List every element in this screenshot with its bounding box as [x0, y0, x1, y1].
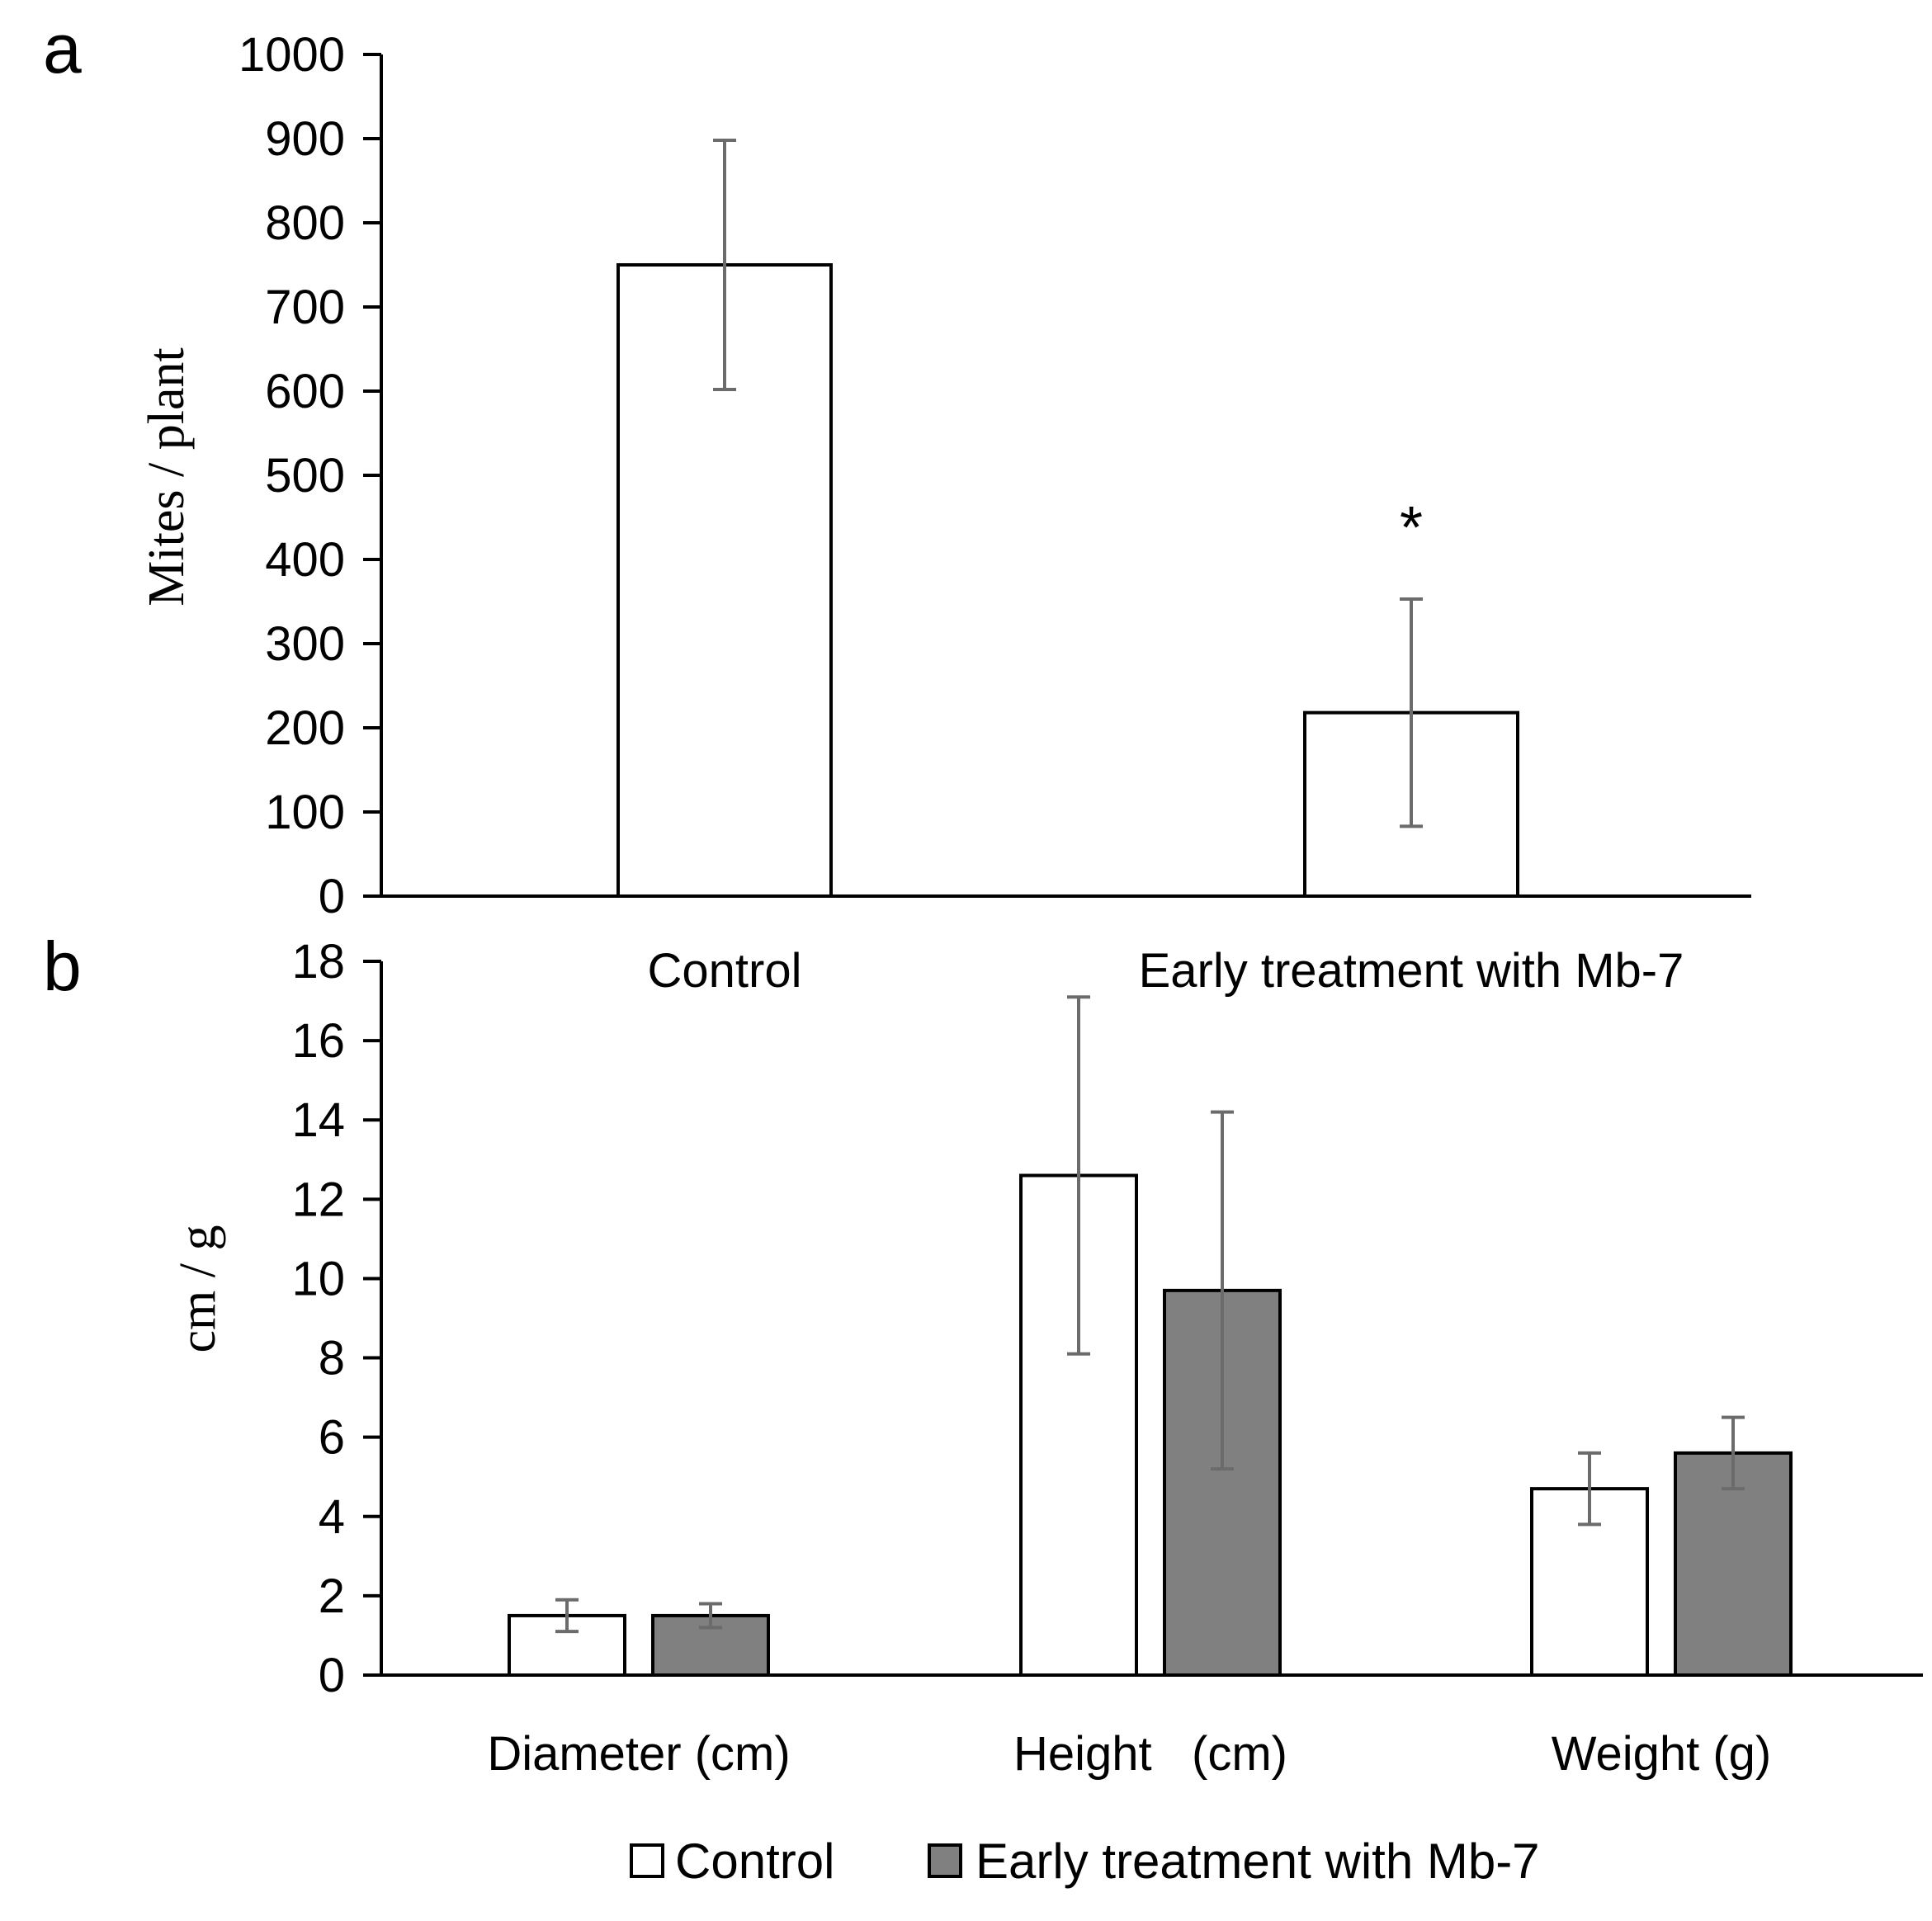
panel-a-label: a — [43, 10, 82, 87]
panel-a-error-bars — [713, 139, 1423, 828]
x-category-label: Diameter (cm) — [487, 1727, 790, 1781]
panel-b-label: b — [43, 927, 82, 1005]
y-tick-label: 0 — [319, 870, 345, 923]
panel-a: a Mites / plant 0 100 200 300 400 500 600 700 80… — [43, 10, 1751, 998]
x-category-label: Early treatment with Mb-7 — [1139, 944, 1684, 998]
x-category-label: Height (cm) — [1013, 1727, 1287, 1781]
legend-label-treatment: Early treatment with Mb-7 — [975, 1834, 1540, 1889]
panel-a-bars — [616, 263, 1519, 899]
legend-label-control: Control — [675, 1834, 834, 1889]
y-tick-label: 4 — [319, 1490, 345, 1544]
panel-b-y-axis-label: cm / g — [170, 1225, 226, 1353]
y-tick-label: 300 — [265, 617, 345, 671]
y-tick-label: 0 — [319, 1649, 345, 1702]
y-tick-label: 400 — [265, 533, 345, 587]
y-tick-label: 800 — [265, 196, 345, 250]
x-category-label: Control — [648, 944, 802, 998]
y-tick-label: 200 — [265, 701, 345, 755]
y-tick-label: 12 — [291, 1173, 345, 1226]
panel-b-y-ticks: 0 2 4 6 8 10 12 14 16 18 — [291, 935, 381, 1702]
panel-b-category-labels: Diameter (cm) Height (cm) Weight (g) — [487, 1727, 1771, 1781]
y-tick-label: 10 — [291, 1252, 345, 1305]
y-tick-label: 500 — [265, 449, 345, 503]
y-tick-label: 700 — [265, 281, 345, 334]
y-tick-label: 8 — [319, 1332, 345, 1385]
y-tick-label: 2 — [319, 1569, 345, 1623]
significance-asterisk: * — [1400, 495, 1423, 561]
y-tick-label: 18 — [291, 935, 345, 989]
legend-swatch-treatment — [928, 1843, 962, 1878]
panel-b: b cm / g 0 2 4 6 8 10 12 14 16 18 Diameter (cm) He… — [43, 927, 1923, 1781]
legend: Control Early treatment with Mb-7 — [630, 1834, 1540, 1889]
y-tick-label: 100 — [265, 786, 345, 839]
x-category-label: Weight (g) — [1552, 1727, 1771, 1781]
y-tick-label: 600 — [265, 365, 345, 418]
y-tick-label: 6 — [319, 1411, 345, 1465]
legend-swatch-control — [630, 1843, 664, 1878]
y-tick-label: 16 — [291, 1014, 345, 1068]
panel-a-y-axis-label: Mites / plant — [139, 347, 195, 606]
y-tick-label: 14 — [291, 1093, 345, 1147]
panel-b-error-bars — [555, 995, 1745, 1634]
panel-b-bars — [508, 1173, 1793, 1678]
y-tick-label: 1000 — [239, 28, 345, 82]
y-tick-label: 900 — [265, 112, 345, 166]
panel-a-category-labels: Control Early treatment with Mb-7 — [648, 944, 1684, 998]
panel-a-y-ticks: 0 100 200 300 400 500 600 700 800 900 1000 — [239, 28, 381, 923]
